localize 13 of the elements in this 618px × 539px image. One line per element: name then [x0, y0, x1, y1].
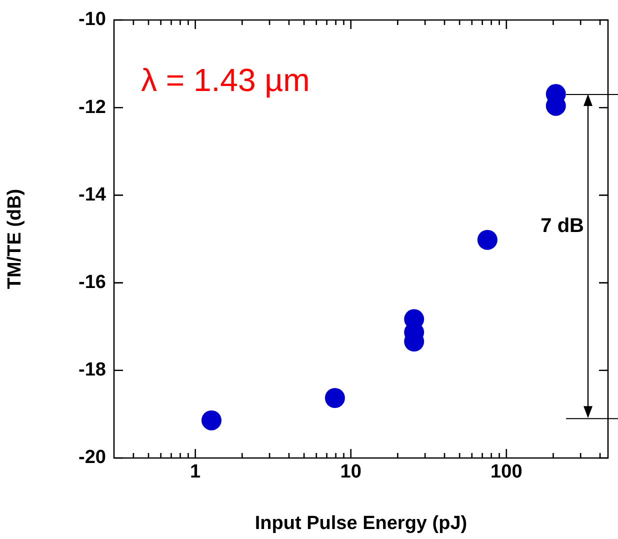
y-tick-label: -18 — [78, 360, 106, 381]
x-tick-label: 100 — [490, 462, 522, 483]
y-tick-label: -12 — [78, 96, 106, 118]
annotation: 7 dB — [540, 215, 584, 238]
y-tick-label: -10 — [78, 9, 106, 30]
y-tick-label: -20 — [78, 447, 106, 468]
x-tick-label: 1 — [190, 462, 202, 483]
x-axis-title: Input Pulse Energy (pJ) — [254, 512, 468, 534]
y-tick-label: -16 — [78, 272, 106, 294]
y-tick-label: -14 — [78, 184, 106, 206]
y-axis-title: TM/TE (dB) — [4, 188, 26, 290]
annotation: λ = 1.43 µm — [141, 62, 310, 98]
x-tick-label: 10 — [340, 462, 362, 483]
